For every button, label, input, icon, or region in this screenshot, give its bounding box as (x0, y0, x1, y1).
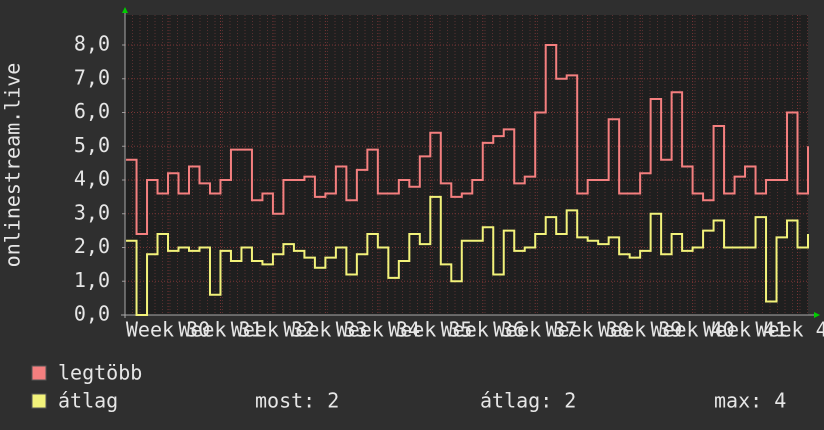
x-tick-label: Week 39 (598, 318, 682, 342)
legend-label: átlag (58, 389, 118, 413)
plot-area (125, 15, 808, 315)
y-tick-label: 5,0 (74, 133, 110, 157)
x-tick-label: Week 41 (703, 318, 787, 342)
y-tick-label: 2,0 (74, 234, 110, 258)
axis-arrow (814, 312, 820, 318)
x-tick-label: Week 36 (441, 318, 525, 342)
legend-swatch (31, 393, 47, 409)
y-tick-label: 6,0 (74, 99, 110, 123)
x-tick-label: Week 33 (283, 318, 367, 342)
legend-stat: átlag: 2 (480, 389, 576, 413)
y-axis-label: onlinestream.live (1, 63, 25, 268)
x-tick-label: Week 38 (546, 318, 630, 342)
legend-stat: max: 4 (714, 389, 786, 413)
legend-swatch (31, 365, 47, 381)
series-line (126, 195, 809, 316)
y-tick-label: 8,0 (74, 32, 110, 56)
x-tick-label: Week 35 (388, 318, 472, 342)
y-tick-label: 3,0 (74, 200, 110, 224)
x-tick-label: Week 30 (126, 318, 210, 342)
y-tick-label: 7,0 (74, 65, 110, 89)
legend-stat: most: 2 (255, 389, 339, 413)
axis-arrow (122, 7, 128, 13)
series-line (126, 44, 809, 235)
x-tick-label: Week 31 (178, 318, 262, 342)
x-tick-label: Week 37 (493, 318, 577, 342)
x-tick-label: Week 32 (231, 318, 315, 342)
y-tick-label: 1,0 (74, 268, 110, 292)
x-tick-label: Week 40 (650, 318, 734, 342)
y-tick-label: 4,0 (74, 167, 110, 191)
y-tick-label: 0,0 (74, 302, 110, 326)
x-tick-label: Week 42 (755, 318, 824, 342)
legend-label: legtöbb (58, 361, 142, 385)
x-tick-label: Week 34 (336, 318, 420, 342)
